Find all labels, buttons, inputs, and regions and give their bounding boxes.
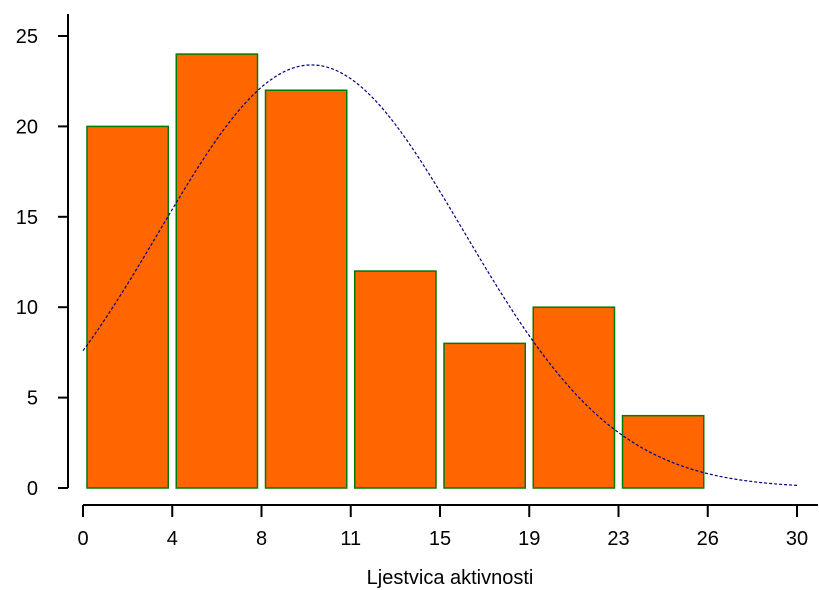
histogram-bar-1 bbox=[86, 125, 169, 489]
histogram-bar-7 bbox=[621, 414, 705, 489]
x-tick-label: 0 bbox=[77, 528, 88, 550]
y-axis-ticks: 0 5 10 15 20 25 bbox=[16, 26, 68, 500]
bars-group bbox=[86, 53, 705, 489]
histogram-bar-6 bbox=[532, 306, 616, 489]
x-tick-label: 11 bbox=[340, 528, 361, 550]
x-tick-label: 19 bbox=[518, 528, 540, 550]
histogram-bar-3 bbox=[264, 89, 348, 489]
normal-curve bbox=[82, 64, 798, 486]
x-tick-label: 15 bbox=[429, 528, 451, 550]
y-tick-label: 25 bbox=[16, 26, 38, 48]
x-tick-label: 23 bbox=[607, 528, 629, 550]
x-axis-title: Ljestvica aktivnosti bbox=[367, 567, 534, 589]
y-tick-label: 10 bbox=[16, 297, 38, 319]
x-tick-label: 8 bbox=[256, 528, 267, 550]
y-tick-label: 0 bbox=[27, 478, 38, 500]
histogram-bar-2 bbox=[175, 53, 259, 489]
y-tick-label: 15 bbox=[16, 207, 38, 229]
x-tick-label: 4 bbox=[167, 528, 178, 550]
x-axis-ticks: 0 4 8 11 15 19 23 26 30 bbox=[77, 505, 808, 550]
histogram-bar-4 bbox=[354, 270, 437, 489]
x-tick-label: 26 bbox=[697, 528, 719, 550]
y-tick-label: 20 bbox=[16, 116, 38, 138]
histogram-bar-5 bbox=[443, 342, 526, 489]
x-tick-label: 30 bbox=[786, 528, 808, 550]
y-tick-label: 5 bbox=[27, 388, 38, 410]
